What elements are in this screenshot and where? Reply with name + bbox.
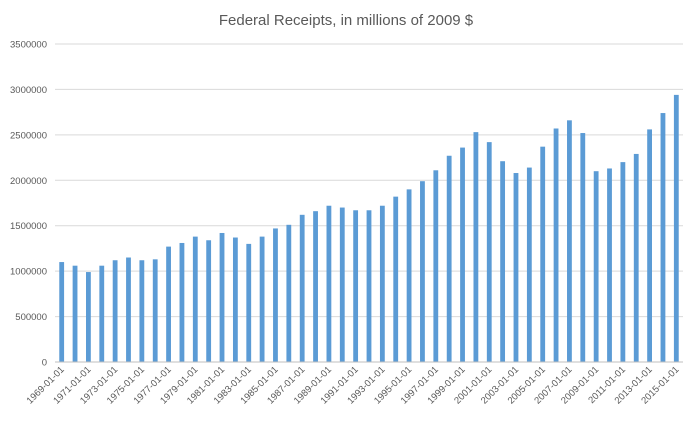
bar-1999-01-01: [460, 147, 465, 362]
bar-2015-01-01: [673, 94, 679, 362]
bar-1969-01-01: [59, 262, 65, 362]
bar-2004-01-01: [526, 167, 532, 362]
bar-1980-01-01: [206, 240, 212, 362]
y-axis-tick-labels: 0 500000 1000000 1500000 2000000 2500000 30000…: [10, 40, 47, 369]
x-axis-tick-labels: 1969-01-011971-01-011973-01-011975-01-01…: [25, 364, 682, 406]
y-tick-label: 0: [42, 358, 47, 369]
bar-1997-01-01: [433, 170, 439, 362]
bar-1985-01-01: [273, 228, 278, 362]
y-tick-label: 2500000: [10, 130, 47, 141]
bar-2012-01-01: [633, 153, 639, 362]
bar-1975-01-01: [139, 260, 145, 362]
bar-1987-01-01: [299, 214, 305, 362]
y-tick-label: 1000000: [10, 267, 47, 278]
bar-2011-01-01: [620, 162, 626, 362]
chart-title: Federal Receipts, in millions of 2009 $: [219, 12, 474, 29]
bar-1981-01-01: [219, 232, 225, 362]
bar-1984-01-01: [259, 236, 265, 362]
bar-1986-01-01: [286, 224, 292, 362]
bar-2010-01-01: [607, 168, 612, 362]
bar-1979-01-01: [192, 236, 198, 362]
y-tick-label: 3000000: [10, 85, 47, 96]
bar-2007-01-01: [567, 120, 572, 362]
bar-2009-01-01: [593, 171, 599, 362]
bar-1989-01-01: [326, 205, 332, 362]
bar-2006-01-01: [553, 128, 559, 362]
bar-1972-01-01: [99, 265, 105, 362]
bar-1977-01-01: [166, 246, 171, 362]
bar-2003-01-01: [513, 173, 519, 362]
bar-1976-01-01: [152, 259, 158, 362]
bar-1993-01-01: [379, 205, 385, 362]
bar-1994-01-01: [393, 196, 399, 362]
bar-1982-01-01: [232, 237, 238, 362]
bar-1995-01-01: [406, 189, 412, 362]
bar-1991-01-01: [353, 210, 359, 362]
bar-1990-01-01: [339, 207, 345, 362]
bar-2000-01-01: [473, 132, 479, 362]
y-tick-label: 3500000: [10, 40, 47, 51]
bar-1970-01-01: [72, 265, 78, 362]
bar-1983-01-01: [246, 243, 252, 362]
y-tick-label: 500000: [15, 312, 47, 323]
bar-2002-01-01: [500, 161, 506, 362]
bar-2013-01-01: [647, 129, 653, 362]
bars: [59, 94, 679, 363]
bar-1973-01-01: [112, 260, 118, 362]
bar-1992-01-01: [366, 210, 372, 362]
bar-1998-01-01: [446, 155, 452, 362]
bar-2001-01-01: [486, 142, 492, 362]
y-tick-label: 2000000: [10, 176, 47, 187]
bar-1996-01-01: [420, 181, 425, 362]
y-tick-label: 1500000: [10, 221, 47, 232]
bar-1974-01-01: [126, 257, 131, 362]
bar-1988-01-01: [313, 211, 318, 362]
bar-1971-01-01: [85, 272, 91, 362]
bar-2005-01-01: [540, 146, 546, 362]
bar-2014-01-01: [660, 113, 666, 363]
bar-2008-01-01: [580, 133, 586, 362]
bar-1978-01-01: [179, 242, 185, 362]
